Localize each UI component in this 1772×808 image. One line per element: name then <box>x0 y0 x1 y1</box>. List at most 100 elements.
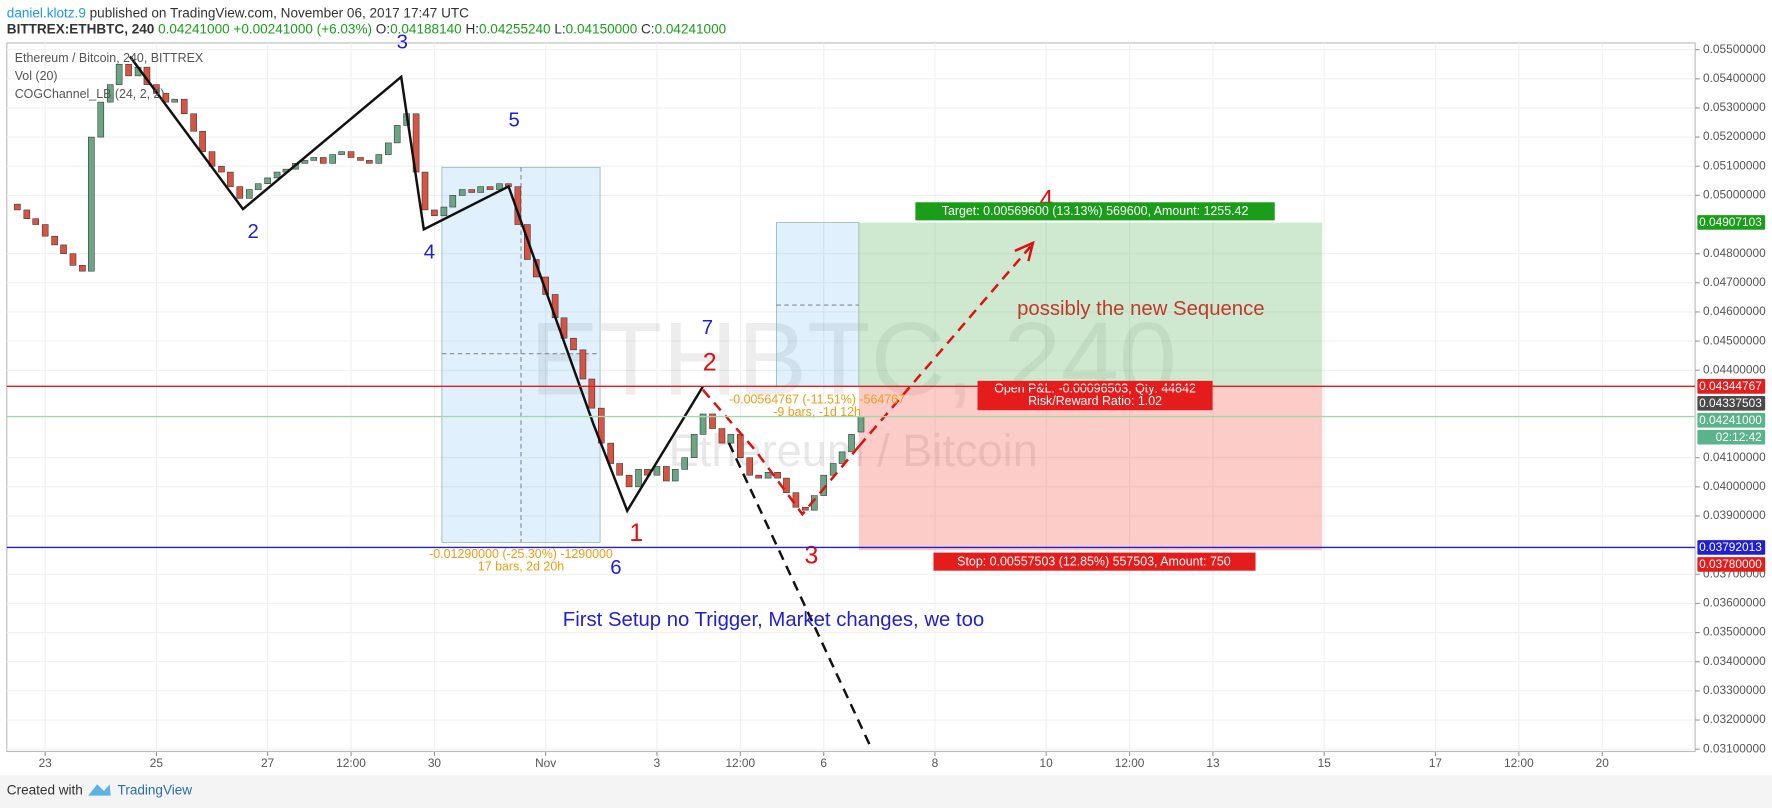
arrow-head <box>1014 240 1035 262</box>
candle <box>180 98 188 115</box>
y-tick-label: 0.05100000 <box>1703 158 1766 172</box>
wave-label: 4 <box>424 242 435 264</box>
price-tag <box>1697 557 1766 572</box>
candle <box>857 416 865 433</box>
candle <box>301 160 309 164</box>
x-tick-label: 20 <box>1596 756 1610 770</box>
candle <box>440 206 448 217</box>
candle <box>171 98 179 103</box>
candle <box>468 189 476 193</box>
candle <box>496 183 503 190</box>
candle <box>79 265 86 272</box>
candle <box>477 186 484 193</box>
x-tick-label: 23 <box>39 756 53 770</box>
pnl-text: Risk/Reward Ratio: 1.02 <box>1028 394 1162 408</box>
y-tick-label: 0.04400000 <box>1703 362 1766 376</box>
wave-label: 3 <box>397 31 408 53</box>
price-tag <box>1697 429 1766 445</box>
ohlc-value: 0.04255240 <box>479 21 551 36</box>
target-box <box>915 202 1275 221</box>
note: possibly the new Sequence <box>1017 298 1264 320</box>
user[interactable]: daniel.klotz.9 <box>7 5 86 20</box>
price-tag-label: 0.04241000 <box>1699 413 1762 427</box>
x-tick-label: 12:00 <box>1504 756 1534 770</box>
x-tick-label: 12:00 <box>336 756 366 770</box>
candle <box>236 186 244 199</box>
x-tick-label: 3 <box>654 756 661 770</box>
candle <box>542 276 549 295</box>
stop-box <box>933 552 1256 571</box>
last: 0.04241000 <box>158 21 230 36</box>
candle <box>97 101 105 138</box>
candle <box>671 469 679 482</box>
candle <box>579 349 587 380</box>
candle <box>746 457 754 476</box>
candle <box>14 203 21 211</box>
candle <box>384 142 392 155</box>
candle <box>663 466 670 482</box>
x-tick-label: 6 <box>820 756 827 770</box>
footer-text: Created with <box>7 783 83 798</box>
candle <box>570 337 577 351</box>
candle <box>774 471 781 479</box>
footer-brand[interactable]: TradingView <box>118 783 193 798</box>
ohlc-key: H: <box>465 21 479 36</box>
legend-item: Vol (20) <box>15 69 58 83</box>
candle <box>125 63 132 77</box>
x-tick-label: 13 <box>1206 756 1220 770</box>
measure-text: 17 bars, 2d 20h <box>478 560 564 574</box>
candle <box>727 434 735 444</box>
x-tick-label: 17 <box>1429 756 1442 770</box>
candle <box>783 477 790 493</box>
candle <box>273 171 281 179</box>
candle <box>69 253 77 266</box>
price-tag <box>1697 395 1766 411</box>
note: First Setup no Trigger, Market changes, … <box>563 609 984 631</box>
candle <box>764 471 772 479</box>
x-tick-label: 10 <box>1040 756 1054 770</box>
ohlc-value: 0.04241000 <box>655 21 727 36</box>
candle <box>41 224 49 237</box>
candle <box>227 171 234 187</box>
price-tag <box>1697 540 1766 555</box>
candle <box>431 209 438 217</box>
footer-bar <box>0 775 1772 808</box>
y-tick-label: 0.04100000 <box>1703 450 1766 464</box>
candle <box>681 457 688 470</box>
ohlc-value: 0.04150000 <box>566 21 638 36</box>
x-tick-label: 30 <box>428 756 442 770</box>
candle <box>690 434 698 458</box>
stop-zone <box>858 386 1323 551</box>
candle <box>449 195 457 208</box>
candle <box>792 492 800 508</box>
y-tick-label: 0.05000000 <box>1703 188 1766 202</box>
candle <box>245 189 253 199</box>
price-tag <box>1697 379 1766 394</box>
y-tick-label: 0.03600000 <box>1703 596 1766 610</box>
candle <box>532 259 540 278</box>
ohlc-value: 0.04188140 <box>390 21 462 36</box>
change: +0.00241000 (+6.03%) <box>233 21 372 36</box>
wave-label: 2 <box>248 221 259 243</box>
candle <box>588 378 596 409</box>
candle <box>421 171 429 211</box>
candle <box>32 218 40 225</box>
candle <box>106 84 114 103</box>
trend-line <box>727 442 872 747</box>
candle <box>709 413 716 429</box>
symbol-line: BITTREX:ETHBTC, 240 0.04241000 +0.002410… <box>7 21 726 36</box>
x-tick-label: Nov <box>535 756 556 770</box>
price-tag-label: 0.04344767 <box>1699 379 1762 393</box>
price-tag <box>1697 412 1766 428</box>
candle <box>718 428 726 444</box>
candle <box>60 244 67 254</box>
y-tick-label: 0.03400000 <box>1703 654 1766 668</box>
candle <box>607 442 615 464</box>
candle <box>458 189 466 196</box>
candle <box>635 469 642 488</box>
candle <box>347 151 355 158</box>
y-tick-label: 0.05400000 <box>1703 71 1766 85</box>
x-tick-label: 27 <box>261 756 274 770</box>
price-tag-label: 0.03780000 <box>1699 557 1762 571</box>
